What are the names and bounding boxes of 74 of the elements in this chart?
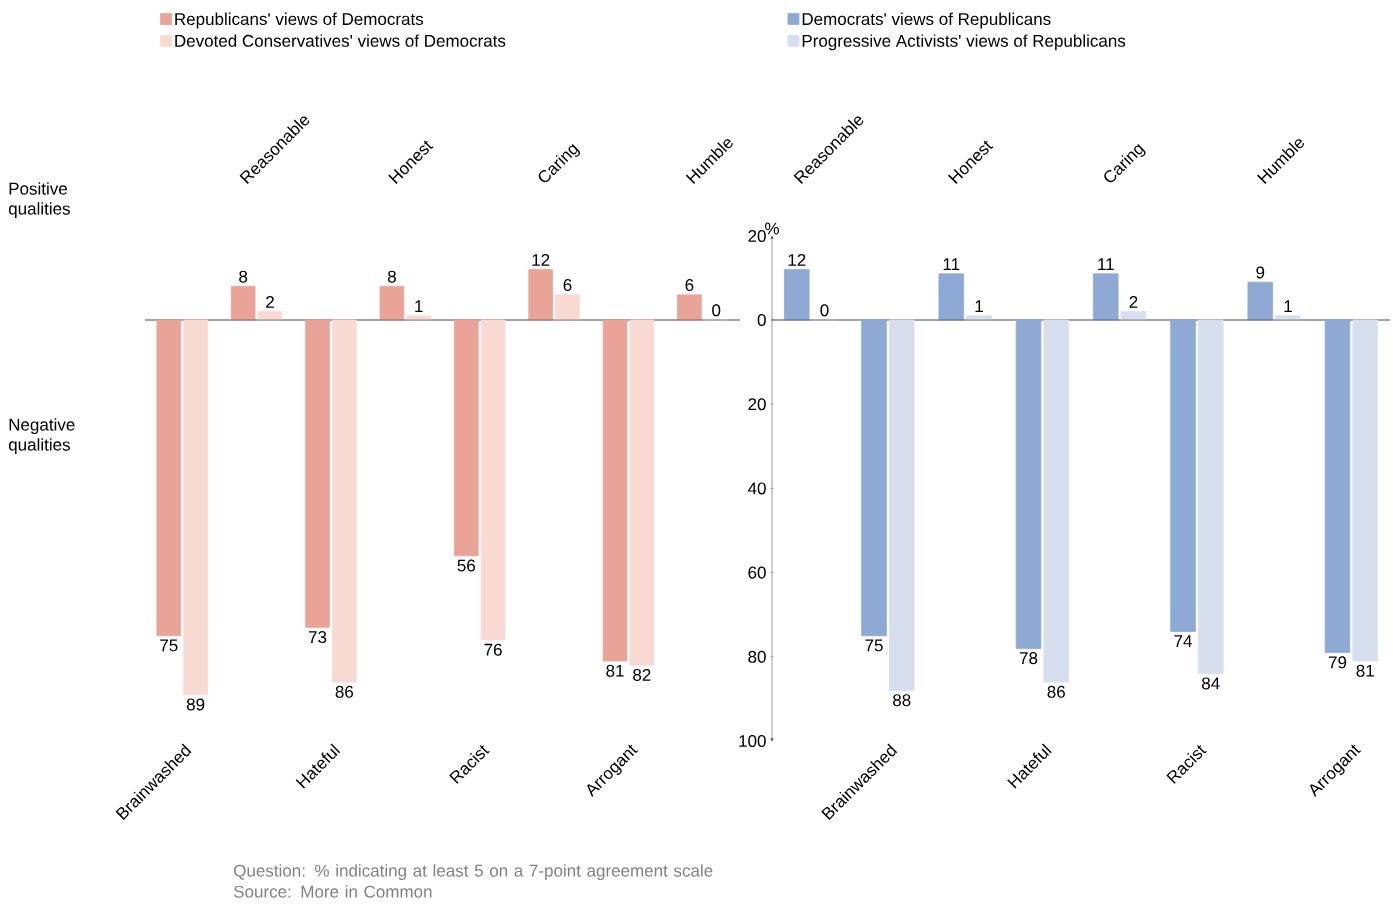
- data-label: 74: [1174, 635, 1192, 647]
- bar: [230, 286, 256, 321]
- data-label: 89: [186, 698, 205, 711]
- data-label: 8: [239, 270, 248, 283]
- data-label: 76: [484, 643, 502, 656]
- bar: [784, 269, 810, 321]
- data-label: 84: [1202, 677, 1220, 690]
- data-label: 11: [1098, 258, 1114, 271]
- data-label: 8: [387, 270, 396, 283]
- bar: [332, 319, 357, 683]
- data-label: 79: [1328, 656, 1347, 669]
- data-label: 73: [308, 631, 327, 644]
- y-tick-label: 20: [748, 398, 766, 411]
- y-tick-label: 20: [748, 229, 766, 243]
- bar: [528, 269, 553, 321]
- legend-label: Devoted Conservatives' views of Democrats: [175, 34, 506, 47]
- data-label: 56: [457, 559, 475, 572]
- data-label: 1: [975, 300, 983, 313]
- bar: [305, 319, 330, 628]
- bar: [938, 273, 965, 321]
- data-label: 2: [1129, 295, 1138, 308]
- source-note: Source: More in Common: [233, 885, 432, 898]
- bar: [1170, 319, 1196, 632]
- data-label: 0: [712, 304, 721, 317]
- text: Positive qualities: [8, 182, 70, 219]
- bar: [629, 319, 655, 666]
- data-label: 82: [633, 668, 651, 681]
- data-label: 88: [893, 694, 911, 707]
- bar: [1352, 319, 1378, 662]
- bar: [602, 319, 628, 662]
- y-tick-label: 80: [748, 650, 766, 663]
- data-label: 86: [335, 685, 354, 698]
- bar: [1093, 273, 1119, 321]
- text: Question: % indicating at least 5 on a 7-point agreement scale: [234, 864, 713, 881]
- data-label: 12: [788, 254, 806, 266]
- data-label: 75: [160, 639, 178, 652]
- data-label: 0: [820, 304, 829, 317]
- bar: [480, 319, 506, 641]
- bar: [183, 319, 208, 696]
- data-label: 11: [943, 258, 960, 271]
- bar: [861, 319, 887, 637]
- data-label: 12: [532, 253, 550, 266]
- data-label: 78: [1019, 652, 1038, 665]
- bar: [156, 319, 182, 637]
- data-label: 81: [606, 664, 624, 677]
- bar: [888, 319, 915, 691]
- bar: [379, 286, 405, 321]
- bar: [1015, 319, 1042, 649]
- y-tick-label: 60: [748, 566, 766, 579]
- bar: [453, 319, 479, 557]
- data-label: 75: [865, 639, 883, 652]
- bar: [257, 311, 283, 321]
- y-tick-label: 40: [747, 482, 766, 495]
- data-label: 86: [1047, 685, 1065, 698]
- legend-label: Democrats' views of Republicans: [802, 12, 1051, 29]
- data-label: 6: [685, 279, 694, 292]
- bar: [1043, 319, 1069, 683]
- data-label: 9: [1256, 266, 1265, 279]
- data-label: 1: [415, 300, 423, 313]
- legend-label: Republicans' views of Democrats: [175, 12, 424, 29]
- bar: [1324, 319, 1351, 653]
- data-label: 6: [563, 279, 572, 292]
- data-label: 2: [266, 295, 274, 308]
- bar: [1247, 281, 1274, 321]
- data-label: 81: [1356, 664, 1374, 677]
- bar: [555, 294, 580, 321]
- y-axis-title: %: [765, 222, 779, 235]
- bar: [677, 294, 702, 321]
- y-tick-label: 0: [757, 313, 766, 327]
- y-tick-label: 100: [739, 734, 766, 748]
- text: Negative qualities: [8, 418, 75, 455]
- legend-label: Progressive Activists' views of Republicans: [802, 34, 1126, 51]
- data-label: 1: [1284, 300, 1292, 313]
- bar: [1197, 319, 1224, 675]
